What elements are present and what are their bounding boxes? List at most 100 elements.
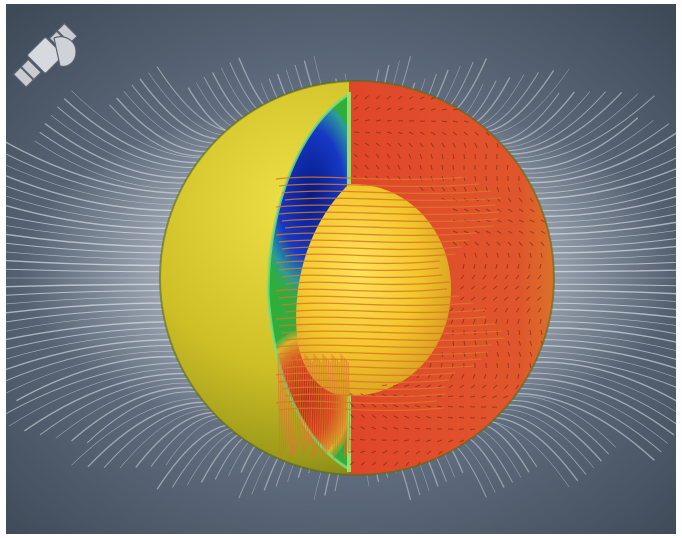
corona-streamer	[535, 195, 676, 218]
field-line	[326, 357, 330, 451]
velocity-arrow	[430, 131, 436, 136]
field-line	[286, 353, 290, 445]
velocity-arrow	[518, 230, 524, 235]
velocity-arrow	[386, 153, 391, 159]
field-line	[278, 323, 496, 328]
corona-streamer	[510, 383, 669, 444]
corona-streamer	[546, 269, 676, 273]
velocity-arrow	[415, 427, 421, 430]
velocity-arrow	[461, 318, 465, 324]
velocity-arrow	[386, 142, 392, 147]
velocity-arrow	[360, 426, 366, 430]
velocity-arrow	[382, 426, 388, 430]
field-line	[281, 357, 285, 454]
velocity-arrow	[539, 318, 542, 324]
velocity-arrow	[349, 450, 355, 453]
sphere-rim	[159, 80, 555, 476]
velocity-arrow	[404, 404, 410, 408]
velocity-arrow	[463, 153, 465, 160]
velocity-arrow	[529, 252, 532, 259]
velocity-arrow	[471, 274, 476, 280]
velocity-arrow	[441, 164, 444, 171]
field-line	[306, 355, 310, 448]
velocity-arrow	[349, 461, 355, 466]
velocity-arrow	[364, 164, 369, 170]
corona-streamer	[6, 204, 175, 229]
field-line	[275, 232, 477, 237]
velocity-arrow	[393, 415, 399, 419]
velocity-arrow	[517, 373, 520, 379]
velocity-arrow	[504, 384, 509, 389]
field-line	[284, 225, 495, 230]
field-line	[290, 357, 294, 457]
cut-edge-left	[266, 92, 350, 471]
velocity-arrow	[485, 230, 491, 234]
corona-streamer	[39, 377, 200, 436]
corona-streamer	[6, 215, 173, 235]
velocity-arrow	[525, 285, 531, 290]
velocity-arrow	[426, 416, 432, 419]
velocity-arrow	[452, 186, 457, 192]
velocity-arrow	[375, 106, 381, 111]
field-line	[313, 353, 317, 454]
velocity-arrow	[459, 439, 465, 443]
corona-streamer	[518, 372, 676, 425]
velocity-arrow	[469, 395, 476, 398]
field-line	[315, 355, 319, 451]
velocity-arrow	[518, 219, 524, 223]
velocity-arrow	[503, 395, 509, 399]
velocity-arrow	[517, 318, 520, 325]
velocity-arrow	[360, 450, 366, 454]
velocity-arrow	[515, 307, 520, 313]
corona-streamer	[6, 153, 187, 200]
velocity-arrow	[437, 439, 443, 443]
corona-streamer	[6, 290, 168, 296]
velocity-arrow	[419, 142, 424, 148]
velocity-arrow	[540, 329, 543, 335]
corona-streamer	[542, 230, 676, 241]
velocity-arrow	[462, 263, 465, 269]
field-line	[295, 353, 299, 448]
velocity-arrow	[430, 153, 433, 159]
corona-streamer	[537, 205, 676, 223]
velocity-arrow	[485, 131, 490, 136]
corona-streamer	[56, 106, 208, 169]
velocity-arrow	[529, 208, 535, 213]
field-line	[278, 239, 469, 244]
field-line	[288, 355, 292, 460]
velocity-arrow	[448, 439, 454, 443]
corona-streamer	[44, 123, 200, 179]
velocity-arrow	[459, 285, 465, 290]
velocity-arrow	[397, 107, 403, 111]
velocity-arrow	[495, 318, 498, 324]
field-line	[278, 295, 460, 300]
velocity-arrow	[496, 340, 499, 346]
corona-streamer	[546, 283, 676, 287]
sun-illustration	[6, 4, 676, 534]
velocity-arrow	[518, 241, 523, 247]
velocity-arrow	[426, 450, 432, 455]
velocity-arrow	[375, 164, 380, 170]
velocity-arrow	[436, 416, 443, 419]
velocity-arrow	[507, 186, 511, 192]
velocity-arrow	[493, 384, 498, 389]
velocity-arrow	[496, 230, 502, 234]
velocity-arrow	[353, 106, 359, 111]
corona-streamer	[510, 120, 654, 174]
field-line	[284, 337, 505, 342]
velocity-arrow	[504, 274, 509, 280]
velocity-arrow	[349, 425, 355, 430]
velocity-arrow	[353, 118, 359, 122]
velocity-arrow	[371, 414, 377, 419]
field-line	[275, 316, 486, 321]
corona-streamer	[71, 397, 216, 466]
scene	[6, 4, 676, 534]
field-line	[347, 361, 351, 451]
field-line	[329, 361, 333, 445]
corona-streamer	[6, 362, 190, 415]
corona-streamer	[71, 90, 216, 159]
velocity-arrow	[496, 142, 499, 148]
velocity-arrow	[437, 450, 443, 455]
velocity-arrow	[526, 274, 531, 280]
velocity-arrow	[350, 414, 355, 419]
